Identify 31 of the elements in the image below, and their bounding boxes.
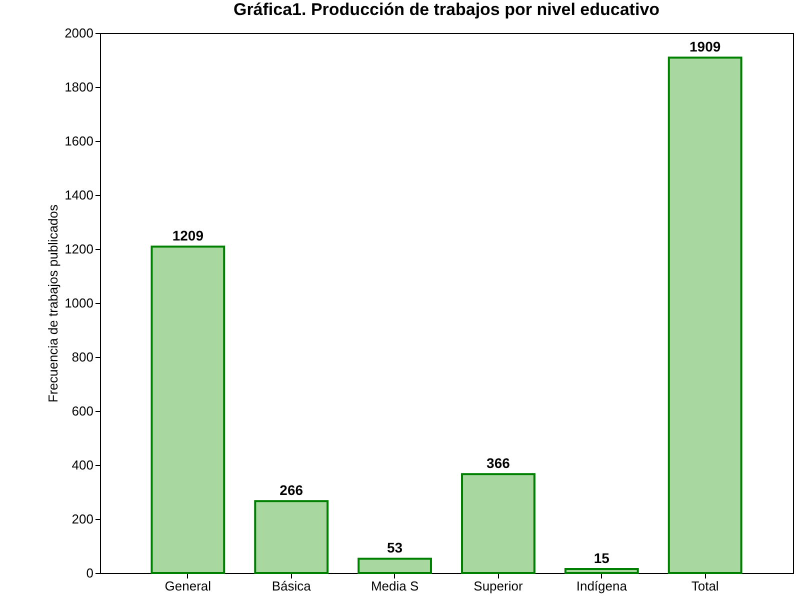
data-label: 266	[280, 482, 304, 498]
y-tick-label: 1400	[64, 188, 94, 202]
y-tick-label: 200	[72, 512, 94, 526]
y-tick-label: 0	[86, 566, 94, 580]
bar	[358, 558, 432, 574]
x-tick-label: Total	[691, 578, 719, 594]
x-tick-label: Superior	[474, 578, 524, 594]
data-label: 1909	[690, 38, 721, 55]
bar	[668, 56, 742, 574]
y-tick-label: 1000	[64, 296, 94, 310]
bar	[150, 246, 226, 574]
y-tick-label: 800	[72, 350, 94, 364]
x-tick-label: Media S	[370, 578, 419, 594]
y-tick-label: 1800	[64, 80, 94, 94]
data-label: 15	[594, 550, 610, 566]
y-tick-label: 2000	[64, 26, 94, 40]
data-label: 53	[386, 540, 403, 556]
y-tick-label: 600	[72, 404, 94, 418]
data-label: 366	[486, 455, 510, 472]
data-label: 1209	[172, 228, 204, 244]
chart-title: Gráfica1. Producción de trabajos por nivel educativo	[233, 0, 660, 19]
y-tick-label: 1200	[64, 242, 94, 256]
x-tick-label: Básica	[272, 578, 312, 594]
x-tick-label: Indígena	[576, 578, 628, 594]
y-tick-label: 400	[72, 458, 94, 472]
bar	[564, 568, 639, 574]
bar	[461, 473, 536, 574]
y-axis-title: Frecuencia de trabajos publicados	[46, 204, 61, 403]
bar	[254, 500, 329, 574]
y-tick-label: 1600	[64, 134, 94, 148]
x-tick-label: General	[164, 578, 212, 594]
